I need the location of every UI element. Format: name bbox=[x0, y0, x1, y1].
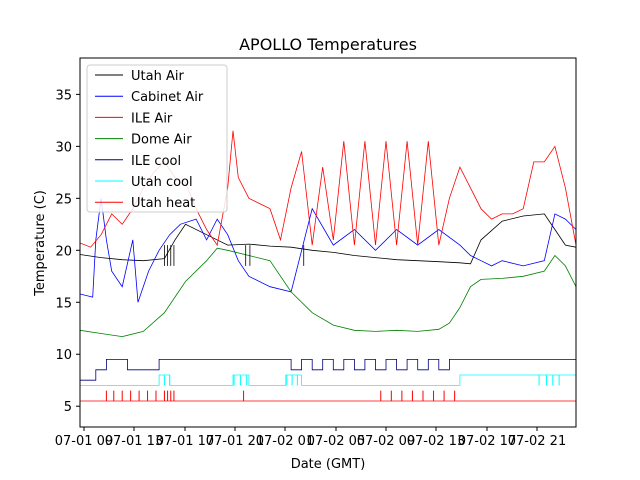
x-tick-label: 07-02 09 bbox=[357, 434, 415, 449]
legend-label-dome-air: Dome Air bbox=[131, 133, 192, 148]
series-line-ile-cool bbox=[80, 359, 576, 381]
series-line-cabinet-air bbox=[80, 198, 576, 303]
x-tick-label: 07-02 05 bbox=[307, 434, 365, 449]
axes-frame bbox=[79, 57, 577, 428]
y-tick-label: 35 bbox=[55, 88, 72, 103]
y-axis-label: Temperature (C) bbox=[33, 190, 48, 297]
legend: Utah Air Cabinet Air ILE Air Dome Air ILE co… bbox=[86, 64, 228, 213]
y-tick-label: 15 bbox=[55, 296, 72, 311]
x-tick-label: 07-02 21 bbox=[508, 434, 566, 449]
x-tick-label: 07-01 09 bbox=[55, 434, 113, 449]
y-tick-label: 30 bbox=[55, 140, 72, 155]
series-line-dome-air bbox=[80, 247, 576, 338]
x-tick-label: 07-01 21 bbox=[206, 434, 264, 449]
legend-label-utah-cool: Utah cool bbox=[131, 175, 193, 190]
x-tick-label: 07-01 17 bbox=[156, 434, 214, 449]
y-tick-label: 20 bbox=[55, 244, 72, 259]
x-tick-label: 07-02 17 bbox=[458, 434, 516, 449]
legend-label-ile-air: ILE Air bbox=[131, 111, 173, 126]
x-axis-label: Date (GMT) bbox=[291, 457, 366, 472]
legend-label-ile-cool: ILE cool bbox=[131, 154, 181, 169]
y-tick-label: 5 bbox=[64, 400, 72, 415]
x-tick-label: 07-02 01 bbox=[256, 434, 314, 449]
legend-frame bbox=[86, 64, 228, 213]
legend-label-utah-air: Utah Air bbox=[131, 69, 184, 84]
series-line-utah-air bbox=[80, 213, 576, 265]
series-line-utah-cool bbox=[80, 374, 576, 386]
x-tick-label: 07-02 13 bbox=[407, 434, 465, 449]
y-tick-label: 25 bbox=[55, 192, 72, 207]
x-tick-label: 07-01 13 bbox=[105, 434, 163, 449]
legend-label-utah-heat: Utah heat bbox=[131, 196, 195, 211]
chart-title: APOLLO Temperatures bbox=[239, 35, 417, 54]
y-tick-label: 10 bbox=[55, 348, 72, 363]
legend-label-cabinet-air: Cabinet Air bbox=[131, 90, 204, 105]
